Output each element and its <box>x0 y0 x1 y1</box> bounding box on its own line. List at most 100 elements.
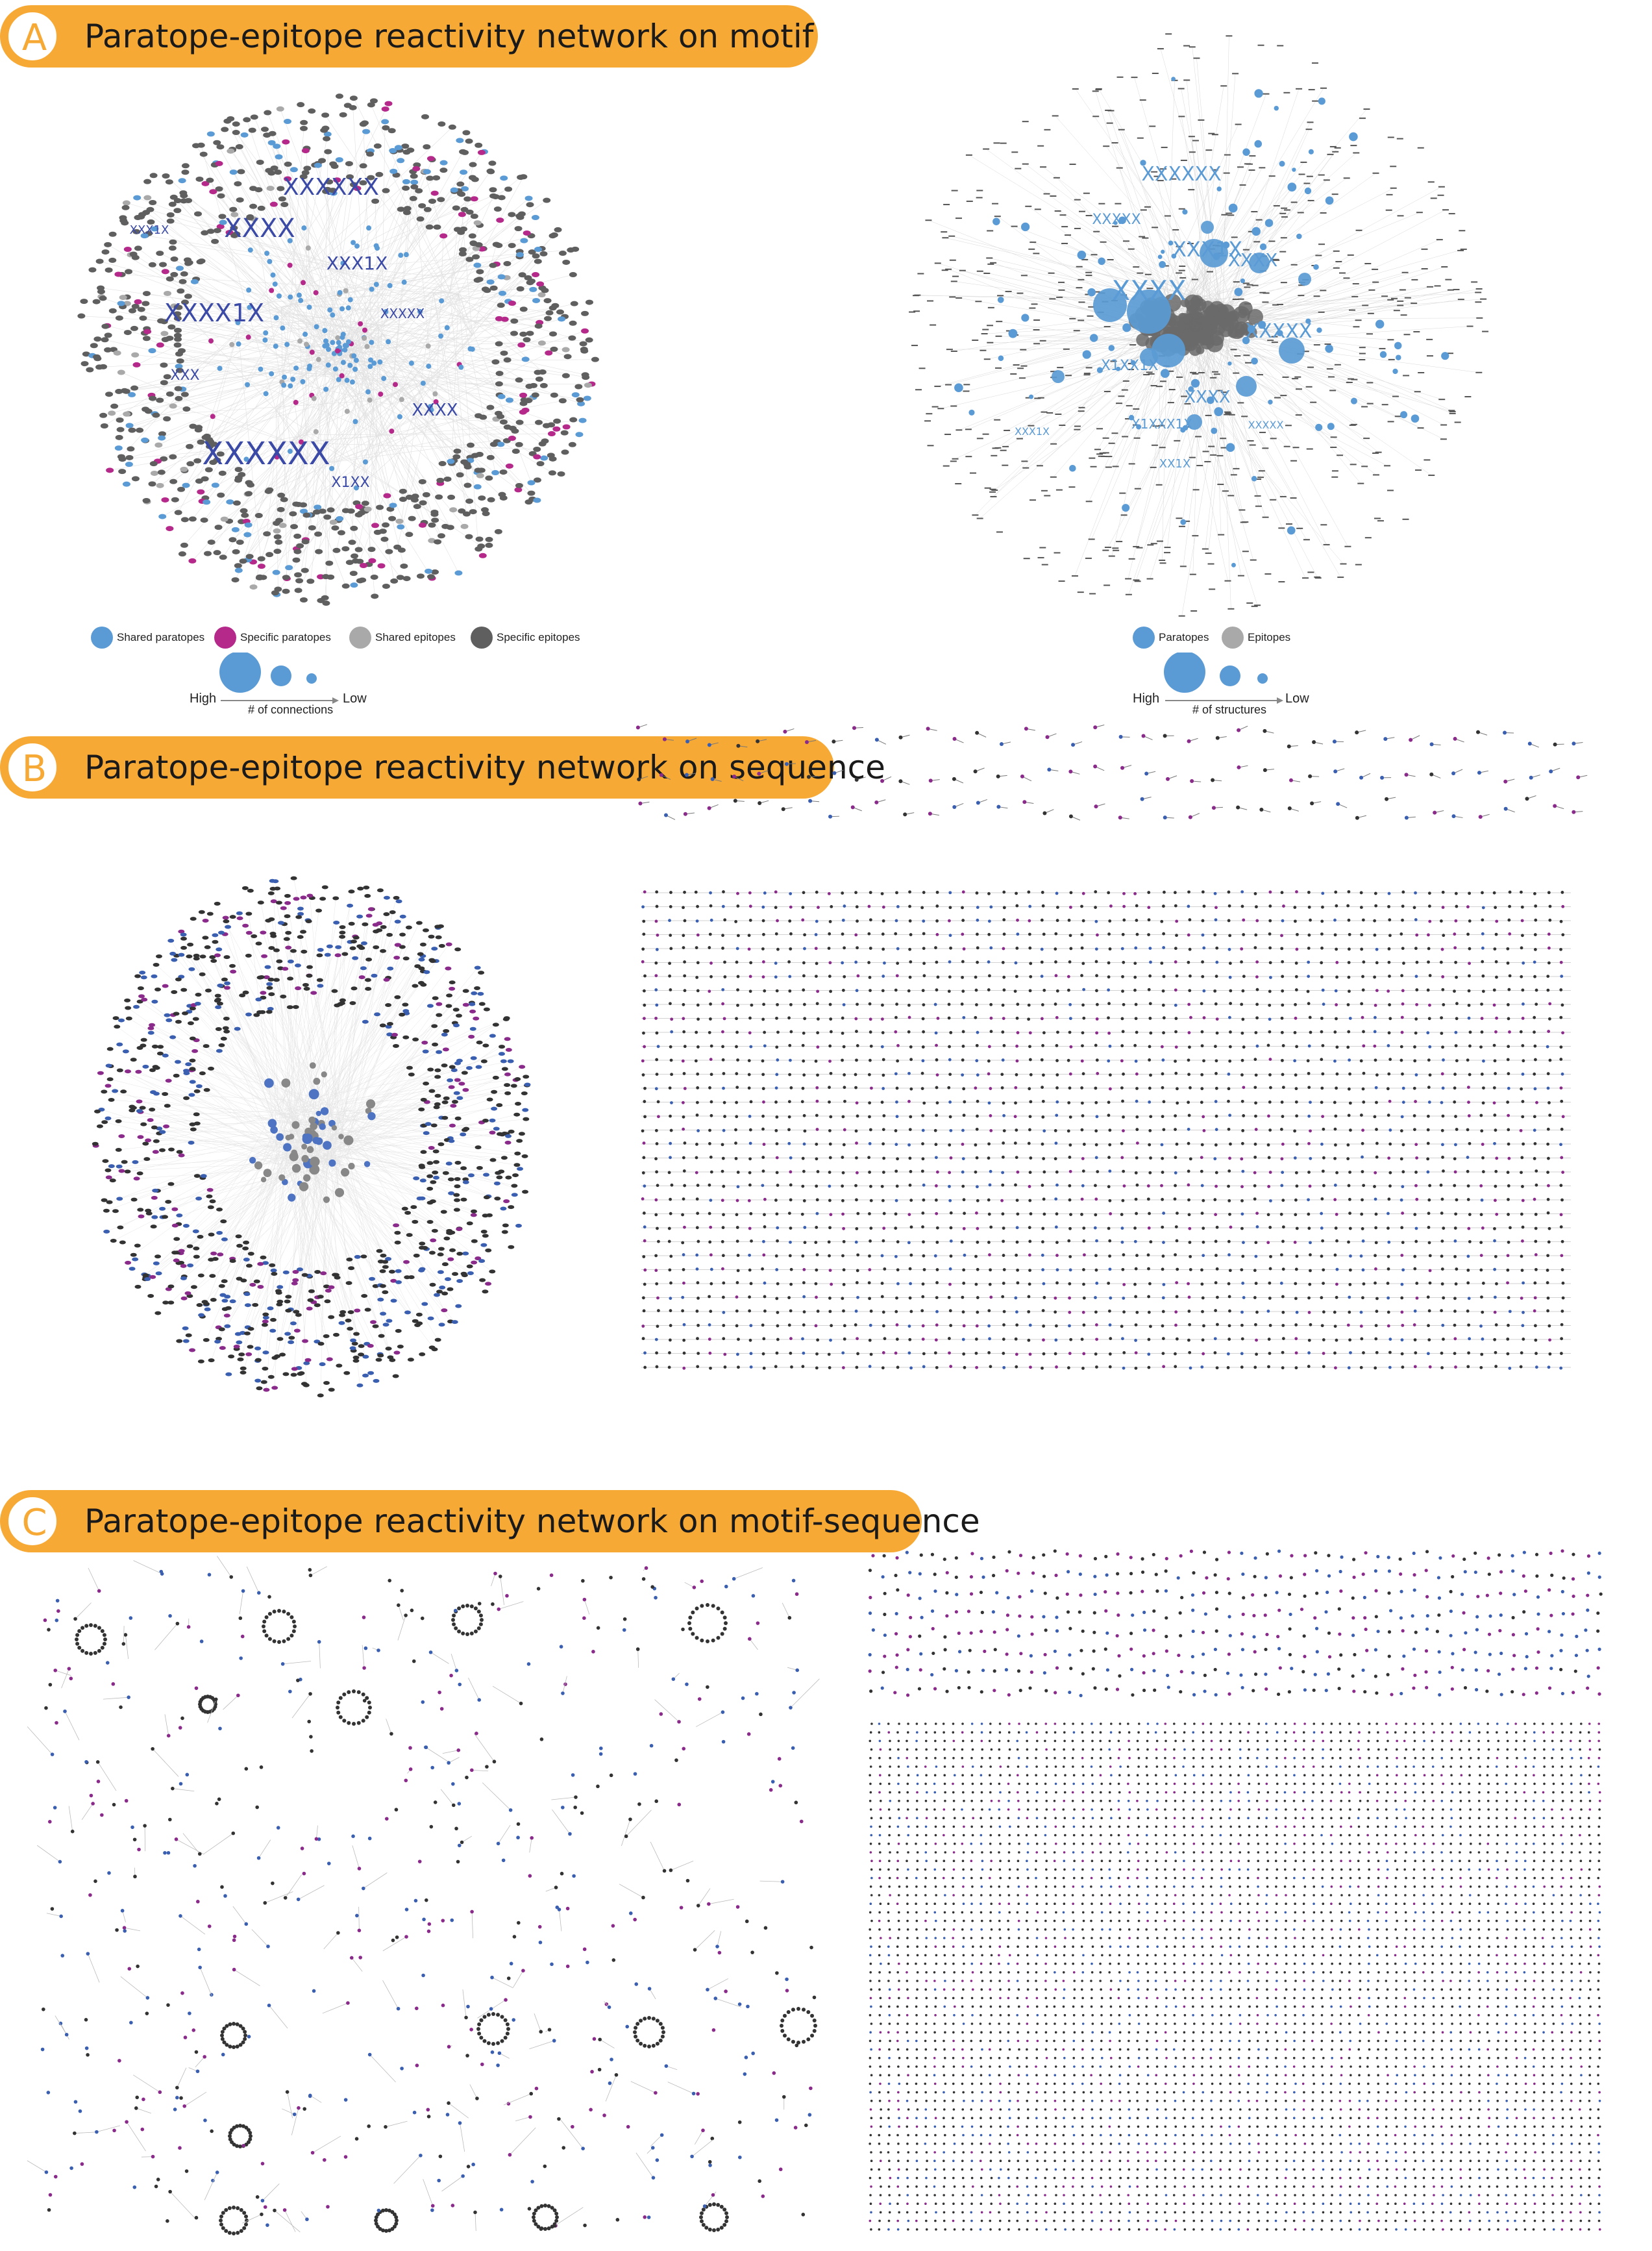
network-node <box>389 1358 396 1362</box>
network-node <box>380 1253 387 1258</box>
epitope-label-node <box>1128 248 1135 250</box>
network-node <box>235 144 243 150</box>
edge <box>272 880 324 1147</box>
epitope-label-node <box>1165 33 1172 35</box>
motif-label: X1XX <box>331 475 369 491</box>
network-node <box>149 1068 156 1073</box>
network-node <box>125 269 133 275</box>
network-node <box>142 497 151 503</box>
edge <box>292 1157 450 1289</box>
component-node <box>656 933 660 937</box>
network-node <box>323 514 332 520</box>
component-node <box>1118 815 1122 820</box>
epitope-label-node <box>1225 412 1232 414</box>
network-node <box>364 506 372 512</box>
edge <box>998 326 1161 449</box>
network-node <box>445 1004 452 1008</box>
network-node <box>362 1019 369 1024</box>
network-node <box>376 1249 383 1253</box>
network-node <box>292 557 301 563</box>
network-node <box>397 1344 404 1349</box>
component-node <box>1525 797 1529 801</box>
network-node <box>407 1358 414 1362</box>
network-node <box>282 374 288 380</box>
network-node <box>447 1287 454 1291</box>
edge <box>381 249 539 350</box>
epitope-label-node <box>987 230 994 232</box>
paratope-node <box>1108 345 1115 351</box>
component-node <box>1360 933 1364 937</box>
network-node <box>306 893 314 898</box>
epitope-label-node <box>1129 344 1137 346</box>
edge <box>295 434 307 504</box>
network-node <box>240 132 249 138</box>
component-node <box>1415 933 1419 937</box>
edge <box>462 214 473 336</box>
component-node <box>880 892 884 895</box>
paratope-node <box>1226 443 1235 453</box>
epitope-label-node <box>966 201 973 203</box>
network-node <box>296 292 302 298</box>
network-node <box>156 342 164 348</box>
network-node <box>510 318 519 324</box>
epitope-label-node <box>1416 212 1423 214</box>
epitope-label-node <box>950 405 957 407</box>
network-node <box>580 348 589 354</box>
network-node <box>239 993 246 998</box>
hub-node <box>285 1134 291 1141</box>
edge <box>191 1070 303 1167</box>
network-node <box>112 1209 119 1213</box>
epitope-label-node <box>1303 539 1310 541</box>
network-node <box>216 1049 223 1053</box>
network-node <box>403 1260 410 1264</box>
paratope-node <box>1279 338 1305 364</box>
network-node <box>352 558 360 564</box>
epitope-label-node <box>1359 353 1366 354</box>
network-node <box>105 392 114 397</box>
network-node <box>82 351 90 357</box>
network-node <box>385 549 393 554</box>
epitope-label-node <box>1428 475 1435 477</box>
paratope-node <box>998 355 1004 362</box>
network-node <box>285 930 292 935</box>
hub-node <box>281 1078 291 1088</box>
epitope-label-node <box>1211 169 1218 171</box>
network-node <box>347 1310 354 1314</box>
edge <box>286 1166 371 1346</box>
legend-item-specific-epitopes: Specific epitopes <box>471 627 580 649</box>
component-node <box>1144 771 1149 776</box>
network-node <box>195 1196 203 1200</box>
network-node <box>236 1340 243 1345</box>
component-node <box>1293 906 1297 909</box>
component-node <box>828 814 833 819</box>
paratope-node <box>1127 290 1171 334</box>
component-node <box>1440 919 1443 923</box>
network-node <box>427 574 436 580</box>
network-node <box>461 1071 468 1075</box>
network-node <box>188 1140 195 1145</box>
network-node <box>285 1295 292 1299</box>
legend-structures: Paratopes Epitopes High Low # of structu… <box>1133 627 1392 717</box>
edge <box>1174 178 1347 305</box>
edge <box>253 206 291 443</box>
edge <box>221 195 339 377</box>
network-node <box>376 504 384 510</box>
network-node <box>345 1318 352 1323</box>
network-node <box>339 930 346 935</box>
paratope-node <box>1201 221 1214 234</box>
network-node <box>432 1170 439 1175</box>
edge <box>1136 327 1223 580</box>
network-node <box>99 295 107 301</box>
epitope-label-node <box>1077 591 1084 593</box>
network-node <box>192 1017 199 1021</box>
network-node <box>291 1367 298 1371</box>
epitope-label-node <box>944 384 952 386</box>
network-node <box>223 986 230 990</box>
network-node <box>165 1199 172 1204</box>
epitope-label-node <box>1005 290 1012 292</box>
network-node <box>389 148 397 154</box>
epitope-label-node <box>1057 367 1064 369</box>
epitope-label-node <box>1254 604 1261 606</box>
network-node <box>331 989 338 993</box>
network-node <box>124 998 131 1002</box>
